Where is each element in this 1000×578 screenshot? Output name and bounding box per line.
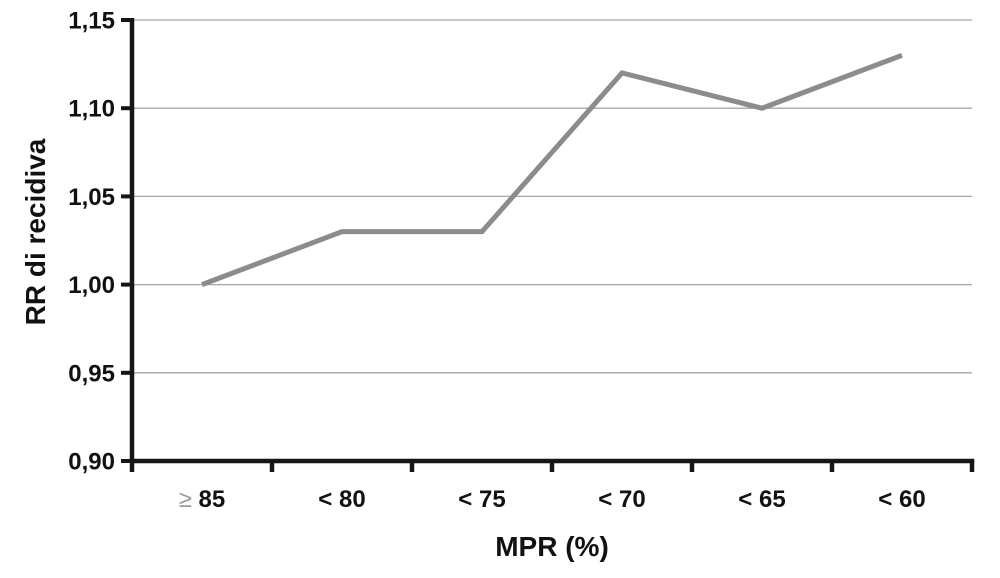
data-line xyxy=(201,52,903,287)
x-axis-title: MPR (%) xyxy=(495,531,609,562)
x-tick-label: < 75 xyxy=(458,486,505,513)
y-tick-label: 1,15 xyxy=(68,8,115,35)
y-tick-label: 1,00 xyxy=(68,272,115,299)
y-axis-title: RR di recidiva xyxy=(20,138,51,326)
x-tick-label: < 70 xyxy=(598,486,645,513)
y-tick-label: 1,10 xyxy=(68,96,115,123)
x-tick-label: < 65 xyxy=(738,486,785,513)
x-tick-label: ≥ 85 xyxy=(179,486,226,513)
y-tick-label: 0,95 xyxy=(68,360,115,387)
x-tick-label: < 60 xyxy=(878,486,925,513)
y-tick-label: 0,90 xyxy=(68,449,115,476)
y-tick-label: 1,05 xyxy=(68,184,115,211)
x-tick-label: < 80 xyxy=(318,486,365,513)
